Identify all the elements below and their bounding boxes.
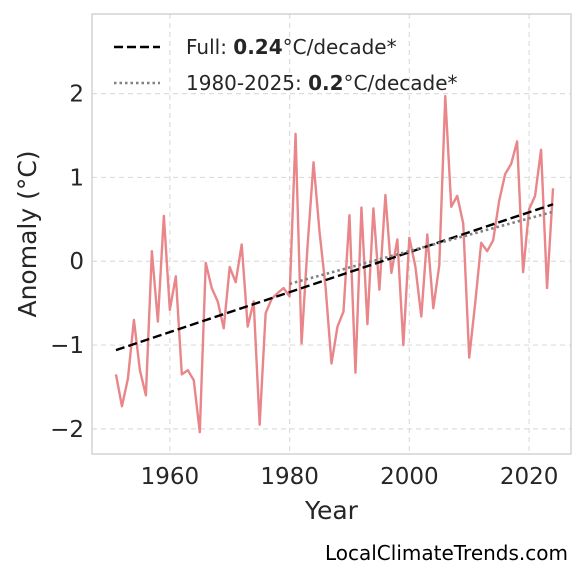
grid-lines: [92, 14, 571, 454]
y-tick-label: −1: [50, 333, 84, 359]
plot-frame: [91, 13, 572, 455]
y-axis-title: Anomaly (°C): [13, 150, 42, 317]
y-tick-label: 0: [69, 249, 84, 275]
credit-text: LocalClimateTrends.com: [325, 541, 568, 565]
full-trend-line: [115, 203, 554, 352]
recent-trend-line: [289, 210, 554, 286]
x-tick-labels: 1960 1980 2000 2020: [141, 464, 559, 490]
y-tick-label: −2: [50, 417, 84, 443]
x-tick-label: 2020: [500, 464, 559, 490]
legend-suffix: °C/decade*: [283, 35, 397, 59]
legend-rate: 0.24: [233, 35, 282, 59]
legend: Full: 0.24°C/decade*1980-2025: 0.2°C/dec…: [114, 35, 458, 95]
legend-prefix: Full:: [186, 35, 233, 59]
y-tick-label: 1: [69, 165, 84, 191]
anomaly-line: [114, 94, 555, 434]
legend-prefix: 1980-2025:: [186, 71, 308, 95]
legend-suffix: °C/decade*: [344, 71, 458, 95]
y-tick-labels: −2 −1 0 1 2: [50, 82, 84, 443]
legend-entry: Full: 0.24°C/decade*: [186, 35, 397, 59]
x-tick-label: 1980: [260, 464, 319, 490]
legend-entry: 1980-2025: 0.2°C/decade*: [186, 71, 458, 95]
x-tick-label: 2000: [380, 464, 439, 490]
y-tick-label: 2: [69, 82, 84, 108]
x-axis-title: Year: [304, 496, 359, 525]
x-tick-label: 1960: [141, 464, 200, 490]
series-layer: [114, 94, 555, 434]
legend-rate: 0.2: [308, 71, 343, 95]
